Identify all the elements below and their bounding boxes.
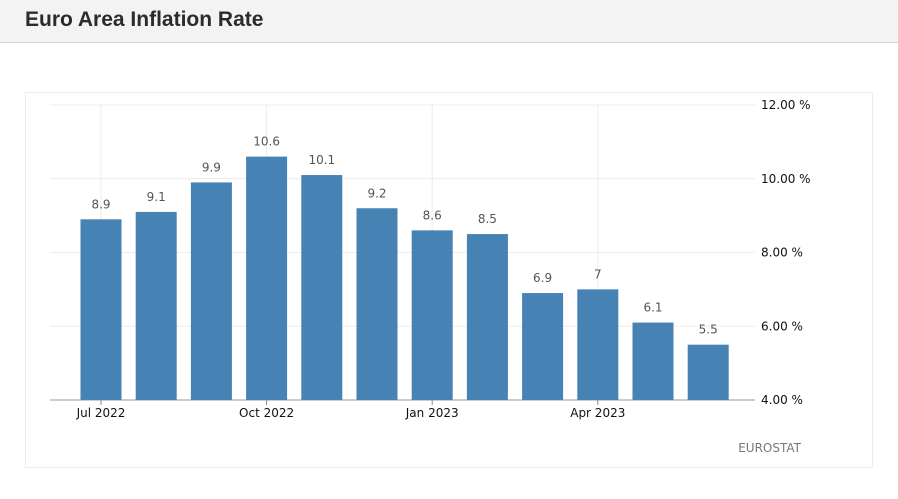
bar-value-label: 8.9: [91, 197, 110, 211]
bar[interactable]: [356, 208, 398, 400]
value-labels: 8.9 9.1 9.9 10.6 10.1 9.2 8.6 8.5 6.9 7 6.1 5.5: [91, 135, 717, 337]
bar[interactable]: [80, 219, 122, 400]
bar-value-label: 9.9: [202, 160, 221, 174]
bar-value-label: 6.9: [533, 271, 552, 285]
bar[interactable]: [246, 156, 288, 400]
page-header: Euro Area Inflation Rate: [0, 0, 898, 43]
page-title: Euro Area Inflation Rate: [25, 8, 264, 31]
bar[interactable]: [687, 344, 729, 400]
bar-value-label: 10.1: [308, 153, 335, 167]
y-tick-label: 4.00 %: [761, 393, 803, 407]
x-tick-label: Jul 2022: [76, 406, 126, 420]
bar-value-label: 9.2: [367, 186, 386, 200]
chart-panel: [25, 92, 873, 468]
y-tick-label: 6.00 %: [761, 319, 803, 333]
bar-value-label: 6.1: [643, 301, 662, 315]
bar[interactable]: [190, 182, 232, 400]
y-tick-label: 12.00 %: [761, 98, 811, 112]
source-label: EUROSTAT: [738, 441, 801, 455]
bar[interactable]: [577, 289, 619, 400]
bar-value-label: 7: [594, 267, 602, 281]
bar[interactable]: [522, 293, 564, 400]
bar-value-label: 5.5: [699, 323, 718, 337]
bar-value-label: 8.5: [478, 212, 497, 226]
y-tick-label: 10.00 %: [761, 172, 811, 186]
bar-value-label: 9.1: [147, 190, 166, 204]
bar[interactable]: [135, 211, 177, 400]
x-axis-ticks: Jul 2022 Oct 2022 Jan 2023 Apr 2023: [76, 400, 625, 420]
x-tick-label: Apr 2023: [570, 406, 625, 420]
bar-value-label: 10.6: [253, 135, 280, 149]
x-tick-label: Jan 2023: [405, 406, 459, 420]
bar[interactable]: [466, 234, 508, 400]
bar-value-label: 8.6: [423, 208, 442, 222]
y-axis-ticks: 4.00 % 6.00 % 8.00 % 10.00 % 12.00 %: [761, 98, 811, 407]
bar[interactable]: [632, 322, 674, 400]
y-tick-label: 8.00 %: [761, 246, 803, 260]
bars: [80, 156, 729, 400]
bar[interactable]: [301, 175, 343, 400]
x-tick-label: Oct 2022: [239, 406, 294, 420]
bar[interactable]: [411, 230, 453, 400]
